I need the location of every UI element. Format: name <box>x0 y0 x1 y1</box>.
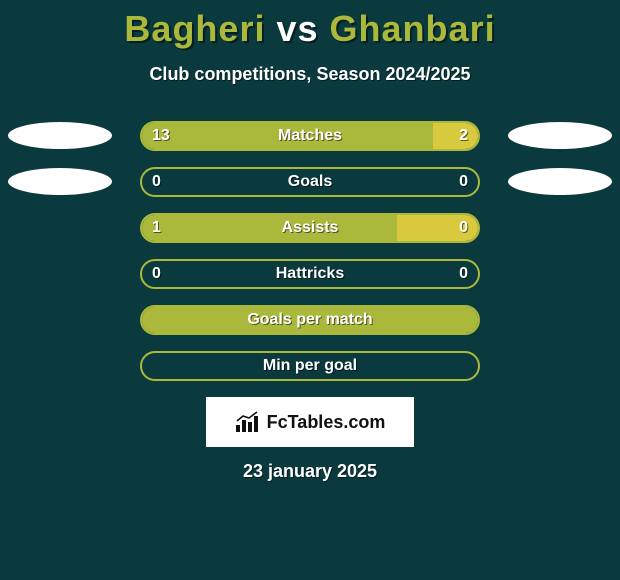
comparison-chart: 132Matches00Goals10Assists00HattricksGoa… <box>0 121 620 381</box>
stat-label: Min per goal <box>142 353 478 379</box>
chart-icon <box>235 411 263 433</box>
page-title-wrap: Bagheri vs Ghanbari <box>0 0 620 50</box>
vs-label: vs <box>276 8 318 49</box>
bar-left-fill <box>142 307 478 333</box>
stat-row: 0 0Goals <box>0 167 620 197</box>
stat-label: Goals <box>142 169 478 195</box>
stat-bar: 0 0Hattricks <box>140 259 480 289</box>
left-value: 13 <box>152 123 170 149</box>
stat-row: 132Matches <box>0 121 620 151</box>
left-value: 0 <box>152 169 161 195</box>
player1-marker <box>8 122 112 149</box>
logo-box: FcTables.com <box>206 397 414 447</box>
stat-row: Min per goal <box>0 351 620 381</box>
player2-marker <box>508 168 612 195</box>
stat-bar: Goals per match <box>140 305 480 335</box>
stat-bar: 10Assists <box>140 213 480 243</box>
stat-bar: 0 0Goals <box>140 167 480 197</box>
stat-row: 0 0Hattricks <box>0 259 620 289</box>
bar-left-fill <box>142 215 397 241</box>
player2-marker <box>508 122 612 149</box>
stat-bar: Min per goal <box>140 351 480 381</box>
stat-row: 10Assists <box>0 213 620 243</box>
bar-right-fill <box>433 123 478 149</box>
page-title: Bagheri vs Ghanbari <box>124 8 495 50</box>
logo: FcTables.com <box>235 411 386 433</box>
player1-name: Bagheri <box>124 8 265 49</box>
player2-name: Ghanbari <box>330 8 496 49</box>
subtitle: Club competitions, Season 2024/2025 <box>0 64 620 85</box>
right-value: 0 <box>459 169 468 195</box>
logo-text: FcTables.com <box>267 412 386 433</box>
left-value: 1 <box>152 215 161 241</box>
right-value: 2 <box>459 123 468 149</box>
right-value: 0 <box>459 261 468 287</box>
date-label: 23 january 2025 <box>0 461 620 482</box>
left-value: 0 <box>152 261 161 287</box>
bar-left-fill <box>142 123 433 149</box>
stat-label: Hattricks <box>142 261 478 287</box>
stat-bar: 132Matches <box>140 121 480 151</box>
right-value: 0 <box>459 215 468 241</box>
stat-row: Goals per match <box>0 305 620 335</box>
player1-marker <box>8 168 112 195</box>
